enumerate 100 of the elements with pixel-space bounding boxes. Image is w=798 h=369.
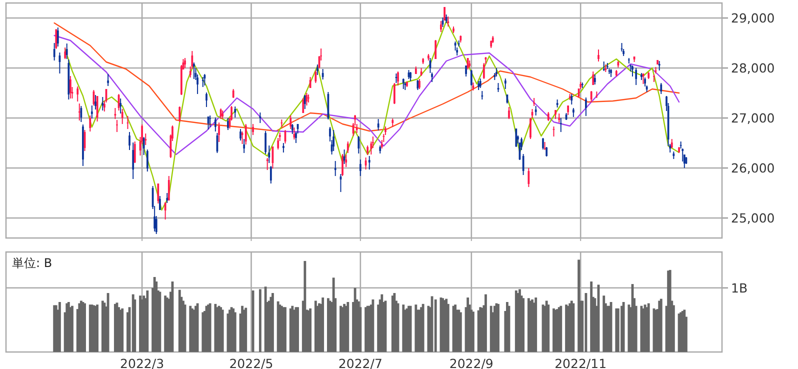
candlestick <box>193 62 195 80</box>
candlestick <box>377 118 380 131</box>
bar <box>258 289 262 352</box>
y-tick-label: 28,000 <box>731 60 775 76</box>
y-tick-label: 1B <box>731 280 748 296</box>
candlestick <box>418 78 420 90</box>
candlestick <box>178 106 181 122</box>
candlestick <box>291 124 294 134</box>
candlestick <box>102 96 104 111</box>
candlestick <box>635 68 638 86</box>
bar <box>534 298 538 352</box>
bar <box>578 260 580 352</box>
candlestick <box>70 76 72 99</box>
bar <box>234 312 236 352</box>
candlestick <box>264 130 266 154</box>
candlestick <box>466 58 469 70</box>
candlestick <box>55 28 58 50</box>
bar <box>346 302 350 352</box>
candlestick <box>168 176 170 201</box>
bar <box>221 310 224 352</box>
line-series <box>54 34 680 156</box>
candlestick <box>560 118 562 132</box>
candlestick <box>368 156 370 170</box>
candlestick <box>397 71 399 86</box>
candlestick <box>570 94 573 105</box>
candlestick <box>334 160 336 176</box>
candlestick <box>295 132 297 144</box>
x-tick-label: 2022/11 <box>554 356 607 369</box>
candlestick <box>470 70 472 86</box>
bar <box>484 294 487 352</box>
bar <box>547 304 550 352</box>
candlestick <box>66 43 68 60</box>
candlestick <box>157 183 160 204</box>
candlestick <box>120 98 122 114</box>
candlestick <box>585 97 587 116</box>
bar <box>304 260 306 352</box>
candlestick <box>227 118 229 130</box>
candlestick <box>332 130 335 152</box>
y-tick-label: 25,000 <box>731 210 775 226</box>
candlestick <box>159 196 161 210</box>
candlestick <box>366 145 369 156</box>
x-tick-label: 2022/9 <box>449 356 494 369</box>
candlestick <box>508 106 510 120</box>
candlestick <box>218 122 220 142</box>
bar <box>459 312 462 352</box>
candlestick <box>104 100 106 112</box>
bar <box>422 304 424 352</box>
bar <box>572 303 575 352</box>
candlestick <box>166 192 168 204</box>
x-tick-label: 2022/3 <box>120 356 164 369</box>
candlestick <box>316 64 318 76</box>
annotation: 単位: B <box>12 256 52 270</box>
candlestick <box>504 78 506 90</box>
candlestick <box>128 132 130 150</box>
candlestick <box>56 27 59 47</box>
candlestick <box>322 68 324 80</box>
candlestick <box>447 16 450 27</box>
candlestick <box>402 78 404 90</box>
candlestick <box>90 105 93 119</box>
candlestick <box>184 58 186 68</box>
bar <box>372 299 374 352</box>
y-tick-label: 27,000 <box>731 110 775 126</box>
candlestick <box>94 94 96 110</box>
candlestick <box>552 126 555 137</box>
candlestick <box>76 86 79 102</box>
candlestick <box>434 40 437 60</box>
line-series <box>54 22 680 132</box>
bar <box>146 290 149 352</box>
candlestick <box>142 136 145 156</box>
x-tick-label: 2022/7 <box>338 356 382 369</box>
candlestick <box>134 141 136 164</box>
candlestick <box>314 70 317 84</box>
candlestick <box>465 65 467 77</box>
y-tick-label: 26,000 <box>731 160 775 176</box>
bar <box>622 302 625 352</box>
candlestick <box>346 141 349 154</box>
candlestick <box>244 124 247 145</box>
candlestick <box>64 47 66 60</box>
bar <box>434 299 437 352</box>
candlestick <box>126 116 129 130</box>
candlestick <box>598 49 600 62</box>
candlestick <box>268 145 270 164</box>
candlestick <box>80 106 82 122</box>
candlestick <box>359 159 362 176</box>
candlestick <box>252 124 254 136</box>
candlestick <box>393 82 396 104</box>
candlestick <box>243 138 246 154</box>
candlestick <box>567 105 569 116</box>
candlestick <box>682 148 684 162</box>
candlestick <box>440 20 442 32</box>
candlestick <box>209 115 211 128</box>
candlestick <box>528 168 530 188</box>
candlestick <box>590 90 592 103</box>
candlestick <box>632 65 634 77</box>
candlestick <box>214 117 216 132</box>
bar <box>58 302 61 352</box>
candlestick <box>266 158 268 170</box>
candlestick <box>534 106 537 116</box>
candlestick <box>304 94 306 110</box>
candlestick <box>282 142 284 153</box>
